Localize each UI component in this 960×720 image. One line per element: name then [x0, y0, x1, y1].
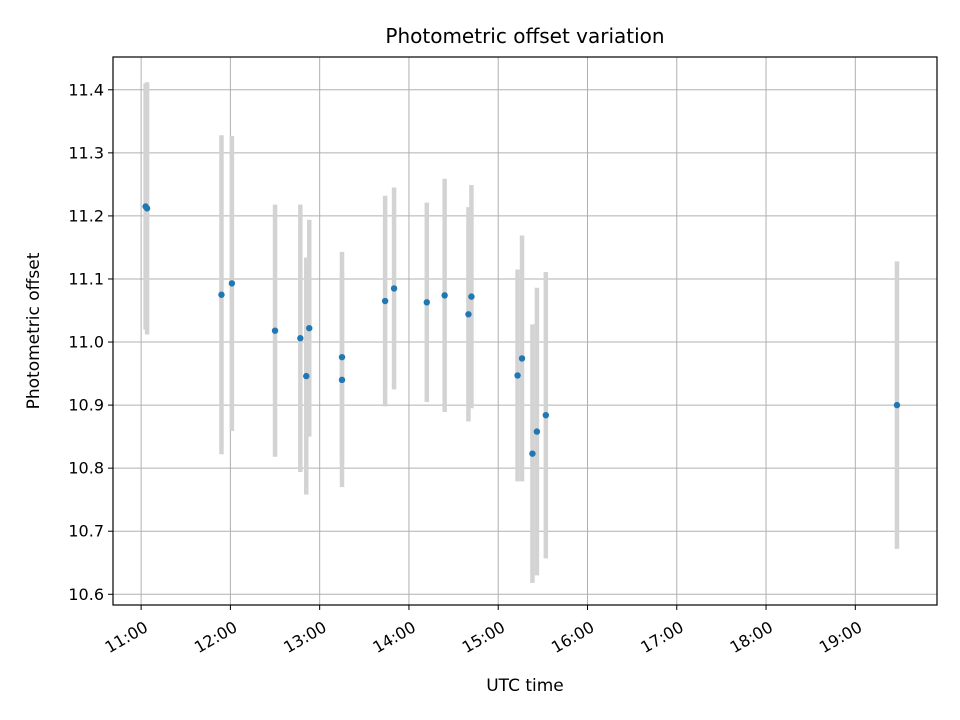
y-axis-title: Photometric offset — [24, 252, 44, 409]
y-tick-label: 11.2 — [68, 206, 104, 225]
data-point — [518, 355, 526, 362]
data-point — [390, 285, 398, 292]
grid — [113, 57, 937, 605]
axes-frame — [112, 56, 938, 606]
data-point — [381, 297, 389, 305]
data-point — [143, 205, 151, 212]
data-point — [468, 293, 475, 300]
y-tick-label: 10.9 — [68, 396, 104, 415]
data-point — [228, 280, 236, 287]
y-tick-label: 10.8 — [68, 459, 104, 478]
data-point — [542, 411, 550, 419]
data-point — [338, 353, 346, 361]
data-points — [142, 203, 901, 457]
data-point — [465, 311, 472, 318]
data-point — [441, 292, 448, 299]
data-point — [529, 450, 536, 457]
data-point — [297, 335, 304, 342]
y-tick-label: 11.3 — [68, 143, 104, 162]
y-tick-label: 10.6 — [68, 585, 104, 604]
data-point — [218, 291, 225, 298]
data-point — [423, 299, 430, 306]
y-axis-ticks: 10.6 10.7 10.8 10.9 11.0 11.1 11.2 11.3 11.4 — [68, 80, 113, 604]
y-tick-label: 11.0 — [68, 333, 104, 352]
data-point — [514, 372, 521, 379]
data-point — [533, 428, 541, 435]
x-axis-title: UTC time — [486, 676, 564, 696]
data-point — [306, 324, 313, 332]
y-tick-label: 11.1 — [68, 269, 104, 288]
data-point — [338, 376, 346, 384]
data-point — [303, 372, 310, 380]
y-tick-label: 11.4 — [68, 80, 104, 99]
y-tick-label: 10.7 — [68, 522, 104, 541]
data-point — [893, 401, 901, 409]
chart-title: Photometric offset variation — [385, 24, 664, 48]
data-point — [271, 327, 279, 334]
